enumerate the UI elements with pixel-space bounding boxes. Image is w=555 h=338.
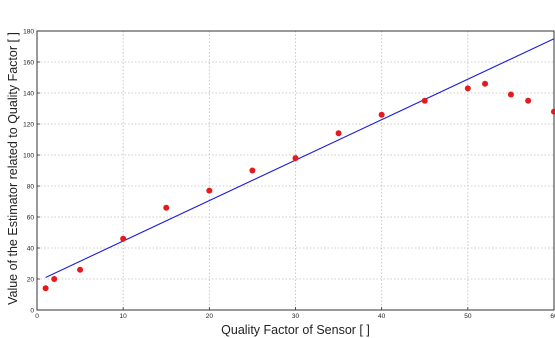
data-point xyxy=(163,204,170,211)
x-tick-label: 0 xyxy=(35,313,39,320)
data-point xyxy=(507,91,514,98)
data-point xyxy=(421,97,428,104)
data-point xyxy=(77,266,84,273)
y-tick-label: 120 xyxy=(23,121,34,128)
y-tick-label: 160 xyxy=(23,59,34,66)
x-tick-label: 30 xyxy=(292,313,300,320)
series xyxy=(42,38,555,292)
y-tick-label: 80 xyxy=(27,183,35,190)
data-point xyxy=(482,80,489,87)
y-tick-label: 20 xyxy=(27,276,35,283)
y-tick-label: 40 xyxy=(27,245,35,252)
x-tick-label: 20 xyxy=(206,313,214,320)
data-point xyxy=(51,276,58,282)
fit-line xyxy=(45,38,555,278)
y-tick-label: 140 xyxy=(23,90,34,97)
y-axis-label: Value of the Estimator related to Qualit… xyxy=(6,32,20,305)
data-point xyxy=(525,97,532,104)
data-point xyxy=(42,285,49,292)
y-tick-label: 180 xyxy=(23,28,34,35)
data-point xyxy=(551,108,555,115)
y-tick-label: 100 xyxy=(23,152,34,159)
x-tick-label: 50 xyxy=(464,313,472,320)
x-tick-label: 40 xyxy=(378,313,386,320)
y-tick-label: 0 xyxy=(30,307,34,314)
x-tick-label: 60 xyxy=(550,313,555,320)
data-point xyxy=(464,85,471,92)
data-point xyxy=(249,167,256,174)
plot-area xyxy=(36,30,555,311)
axis-ticks: 0 10 20 30 40 50 60 0 20 40 60 80 100 120 140 160 180 xyxy=(23,28,555,320)
data-point xyxy=(378,111,385,118)
y-tick-label: 60 xyxy=(27,214,35,221)
grid xyxy=(37,31,554,310)
data-point xyxy=(120,235,127,242)
data-point xyxy=(335,130,342,137)
x-axis-label: Quality Factor of Sensor [ ] xyxy=(221,323,370,337)
x-tick-label: 10 xyxy=(120,313,128,320)
data-point xyxy=(206,187,213,194)
data-point xyxy=(292,155,299,162)
